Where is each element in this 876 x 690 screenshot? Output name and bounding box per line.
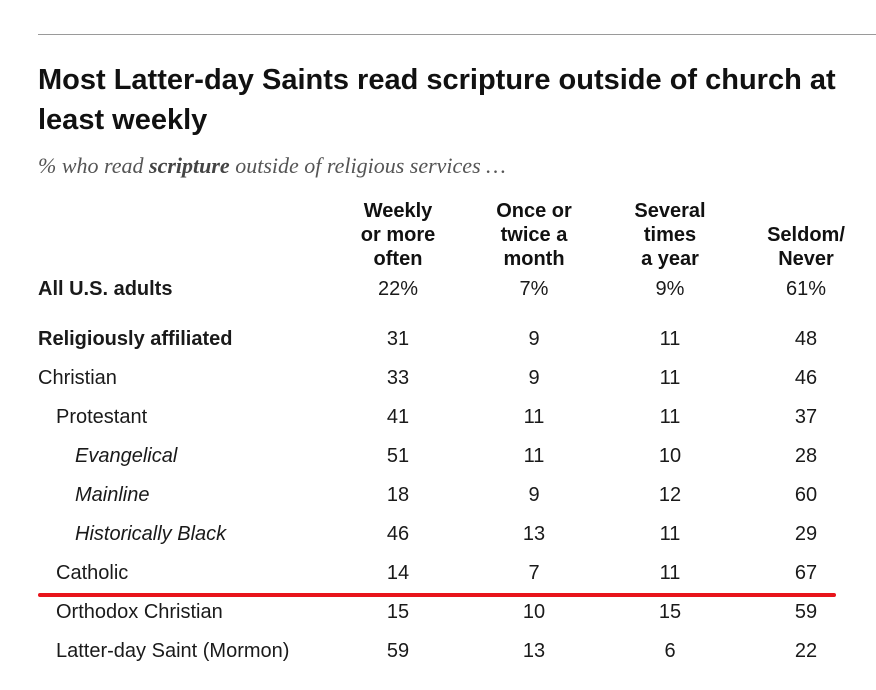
row-label: Christian <box>38 367 117 389</box>
row-label: Orthodox Christian <box>56 601 223 623</box>
red-highlight-line <box>38 593 836 597</box>
column-header-line: or more <box>360 224 436 246</box>
row-label: Evangelical <box>75 445 178 467</box>
subtitle-post: outside of religious services … <box>229 153 506 178</box>
column-header-line <box>741 199 871 223</box>
row-label: Mainline <box>75 484 150 506</box>
table-cell: 11 <box>659 406 681 428</box>
table-cell: 18 <box>386 484 410 506</box>
table-cell: 37 <box>794 406 818 428</box>
column-header-line: Never <box>778 248 834 270</box>
subtitle-bold-word: scripture <box>149 153 230 178</box>
row-label: All U.S. adults <box>38 278 173 300</box>
column-header-line: Once or <box>496 200 572 222</box>
table-cell: 28 <box>794 445 818 467</box>
column-header: Seldom/Never <box>741 199 871 271</box>
column-header-line: Weekly <box>363 200 433 222</box>
row-label: Religiously affiliated <box>38 328 233 350</box>
table-cell: 46 <box>386 523 410 545</box>
table-cell: 14 <box>386 562 410 584</box>
table-cell: 51 <box>386 445 410 467</box>
column-header: Weekly or more often <box>333 199 463 271</box>
column-header: Once or twice a month <box>469 199 599 271</box>
table-cell: 13 <box>522 523 546 545</box>
table-cell: 33 <box>386 367 410 389</box>
table-cell: 11 <box>659 523 681 545</box>
table-cell: 59 <box>386 640 410 662</box>
table-cell: 11 <box>523 445 545 467</box>
chart-subtitle: % who read scripture outside of religiou… <box>38 152 506 180</box>
table-cell: 9 <box>528 328 540 350</box>
table-cell: 9 <box>528 484 540 506</box>
table-cell: 11 <box>659 367 681 389</box>
table-cell: 13 <box>522 640 546 662</box>
table-cell: 22% <box>377 278 419 300</box>
table-cell: 11 <box>659 328 681 350</box>
table-cell: 60 <box>794 484 818 506</box>
chart-title: Most Latter-day Saints read scripture ou… <box>38 64 836 136</box>
table-cell: 15 <box>386 601 410 623</box>
subtitle-pre: % who read <box>38 153 150 178</box>
table-cell: 7 <box>528 562 540 584</box>
table-cell: 31 <box>386 328 410 350</box>
row-label: Protestant <box>56 406 148 428</box>
row-label: Latter-day Saint (Mormon) <box>56 640 290 662</box>
table-cell: 9 <box>528 367 540 389</box>
column-header: Several times a year <box>605 199 735 271</box>
table-cell: 67 <box>794 562 818 584</box>
column-header-line: often <box>373 248 423 270</box>
table-cell: 12 <box>658 484 682 506</box>
column-header-line: a year <box>641 248 699 270</box>
table-cell: 29 <box>794 523 818 545</box>
table-cell: 11 <box>659 562 681 584</box>
table-cell: 46 <box>794 367 818 389</box>
table-cell: 11 <box>523 406 545 428</box>
table-cell: 6 <box>664 640 676 662</box>
table-cell: 15 <box>658 601 682 623</box>
table-cell: 41 <box>386 406 410 428</box>
top-rule <box>38 34 876 35</box>
table-cell: 22 <box>794 640 818 662</box>
table-cell: 10 <box>658 445 682 467</box>
table-cell: 9% <box>655 278 685 300</box>
column-header-line: Several <box>634 200 706 222</box>
table-cell: 48 <box>794 328 818 350</box>
table-cell: 7% <box>519 278 549 300</box>
table-cell: 59 <box>794 601 818 623</box>
table-cell: 10 <box>522 601 546 623</box>
table-cell: 61% <box>785 278 827 300</box>
row-label: Catholic <box>56 562 129 584</box>
column-header-line: times <box>643 224 697 246</box>
row-label: Historically Black <box>75 523 227 545</box>
column-header-line: twice a <box>500 224 568 246</box>
column-header-line: Seldom/ <box>767 224 845 246</box>
column-header-line: month <box>503 248 565 270</box>
